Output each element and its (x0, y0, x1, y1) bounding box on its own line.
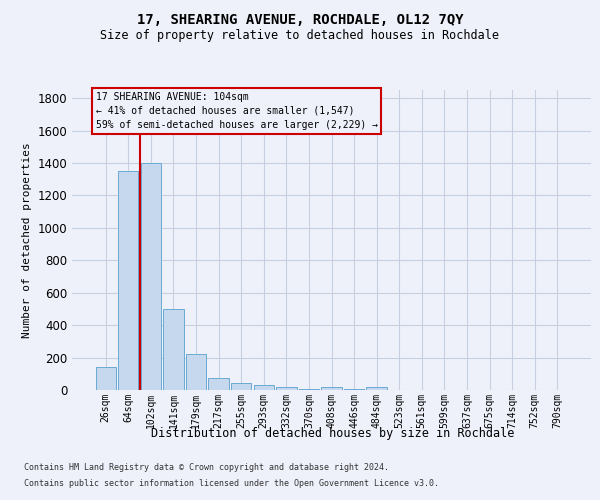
Text: Contains public sector information licensed under the Open Government Licence v3: Contains public sector information licen… (24, 478, 439, 488)
Y-axis label: Number of detached properties: Number of detached properties (22, 142, 32, 338)
Bar (118, 171, 139, 390)
Bar (276, 387, 296, 390)
Bar (231, 382, 251, 390)
Bar (141, 163, 161, 390)
Text: Contains HM Land Registry data © Crown copyright and database right 2024.: Contains HM Land Registry data © Crown c… (24, 464, 389, 472)
Bar (95, 368, 116, 390)
Text: Distribution of detached houses by size in Rochdale: Distribution of detached houses by size … (151, 428, 515, 440)
Bar (299, 389, 319, 390)
Bar (344, 389, 364, 390)
Bar (186, 354, 206, 390)
Text: Size of property relative to detached houses in Rochdale: Size of property relative to detached ho… (101, 29, 499, 42)
Bar (163, 309, 184, 390)
Text: 17 SHEARING AVENUE: 104sqm
← 41% of detached houses are smaller (1,547)
59% of s: 17 SHEARING AVENUE: 104sqm ← 41% of deta… (95, 92, 377, 130)
Text: 17, SHEARING AVENUE, ROCHDALE, OL12 7QY: 17, SHEARING AVENUE, ROCHDALE, OL12 7QY (137, 12, 463, 26)
Bar (322, 387, 341, 390)
Bar (208, 378, 229, 390)
Bar (254, 385, 274, 390)
Bar (367, 387, 387, 390)
